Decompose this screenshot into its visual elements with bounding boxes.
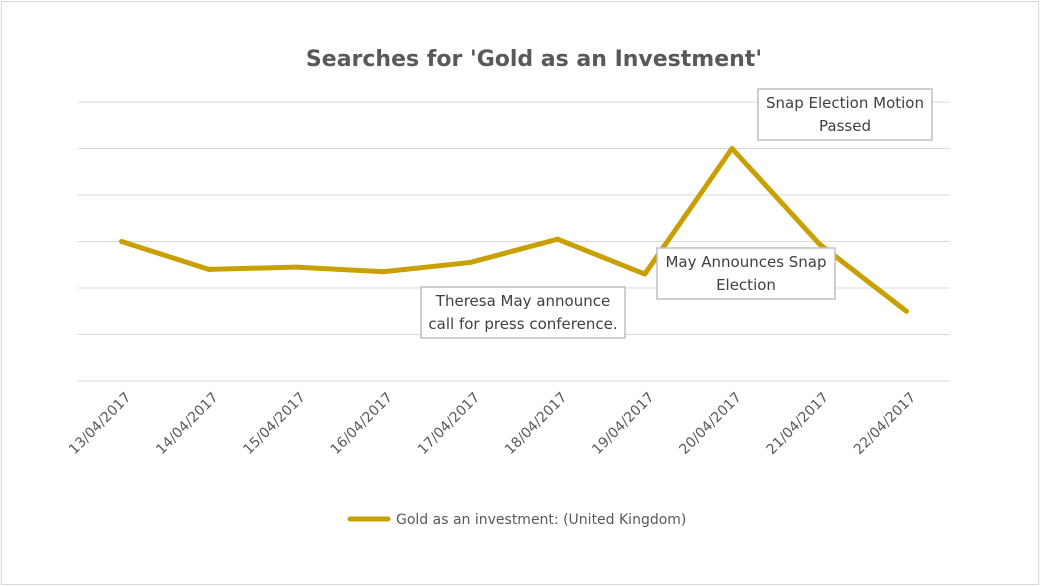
data-point: [555, 236, 561, 242]
annotation-text: call for press conference.: [428, 315, 617, 333]
x-tick-label: 18/04/2017: [502, 390, 570, 458]
x-tick-label: 13/04/2017: [66, 390, 134, 458]
annotation-box: [420, 286, 626, 339]
x-tick-label: 15/04/2017: [240, 390, 308, 458]
x-axis-ticks: 13/04/2017 14/04/2017 15/04/2017 16/04/2017…: [66, 390, 919, 458]
data-point: [642, 271, 648, 277]
x-tick-label: 22/04/2017: [851, 390, 919, 458]
data-point: [467, 259, 473, 265]
data-point: [903, 308, 909, 314]
annotation-text: Snap Election Motion: [766, 94, 924, 112]
annotation-text: May Announces Snap: [665, 253, 826, 271]
data-point: [380, 269, 386, 275]
data-point: [206, 266, 212, 272]
series-line: [119, 146, 909, 314]
x-tick-label: 19/04/2017: [589, 390, 657, 458]
x-tick-label: 20/04/2017: [676, 390, 744, 458]
annotation-callout: Theresa May announce call for press confe…: [420, 286, 626, 339]
annotation-callout: Snap Election Motion Passed: [757, 88, 933, 141]
data-point: [816, 241, 822, 247]
annotation-text: Passed: [819, 117, 871, 135]
annotation-text: Theresa May announce: [435, 292, 610, 310]
annotation-box: [656, 247, 836, 300]
x-tick-label: 17/04/2017: [415, 390, 483, 458]
x-tick-label: 21/04/2017: [764, 390, 832, 458]
chart-title: Searches for 'Gold as an Investment': [306, 47, 762, 72]
legend-label: Gold as an investment: (United Kingdom): [396, 512, 686, 528]
legend: Gold as an investment: (United Kingdom): [347, 512, 686, 528]
annotations: Snap Election Motion Passed May Announces …: [420, 88, 933, 339]
x-tick-label: 16/04/2017: [328, 390, 396, 458]
data-point: [119, 239, 125, 244]
data-point: [293, 264, 299, 270]
annotation-callout: May Announces Snap Election: [656, 247, 836, 300]
annotation-box: [757, 88, 933, 141]
series-layer: [119, 146, 909, 314]
data-point: [729, 146, 735, 151]
x-tick-label: 14/04/2017: [153, 390, 221, 458]
annotation-text: Election: [716, 276, 776, 294]
